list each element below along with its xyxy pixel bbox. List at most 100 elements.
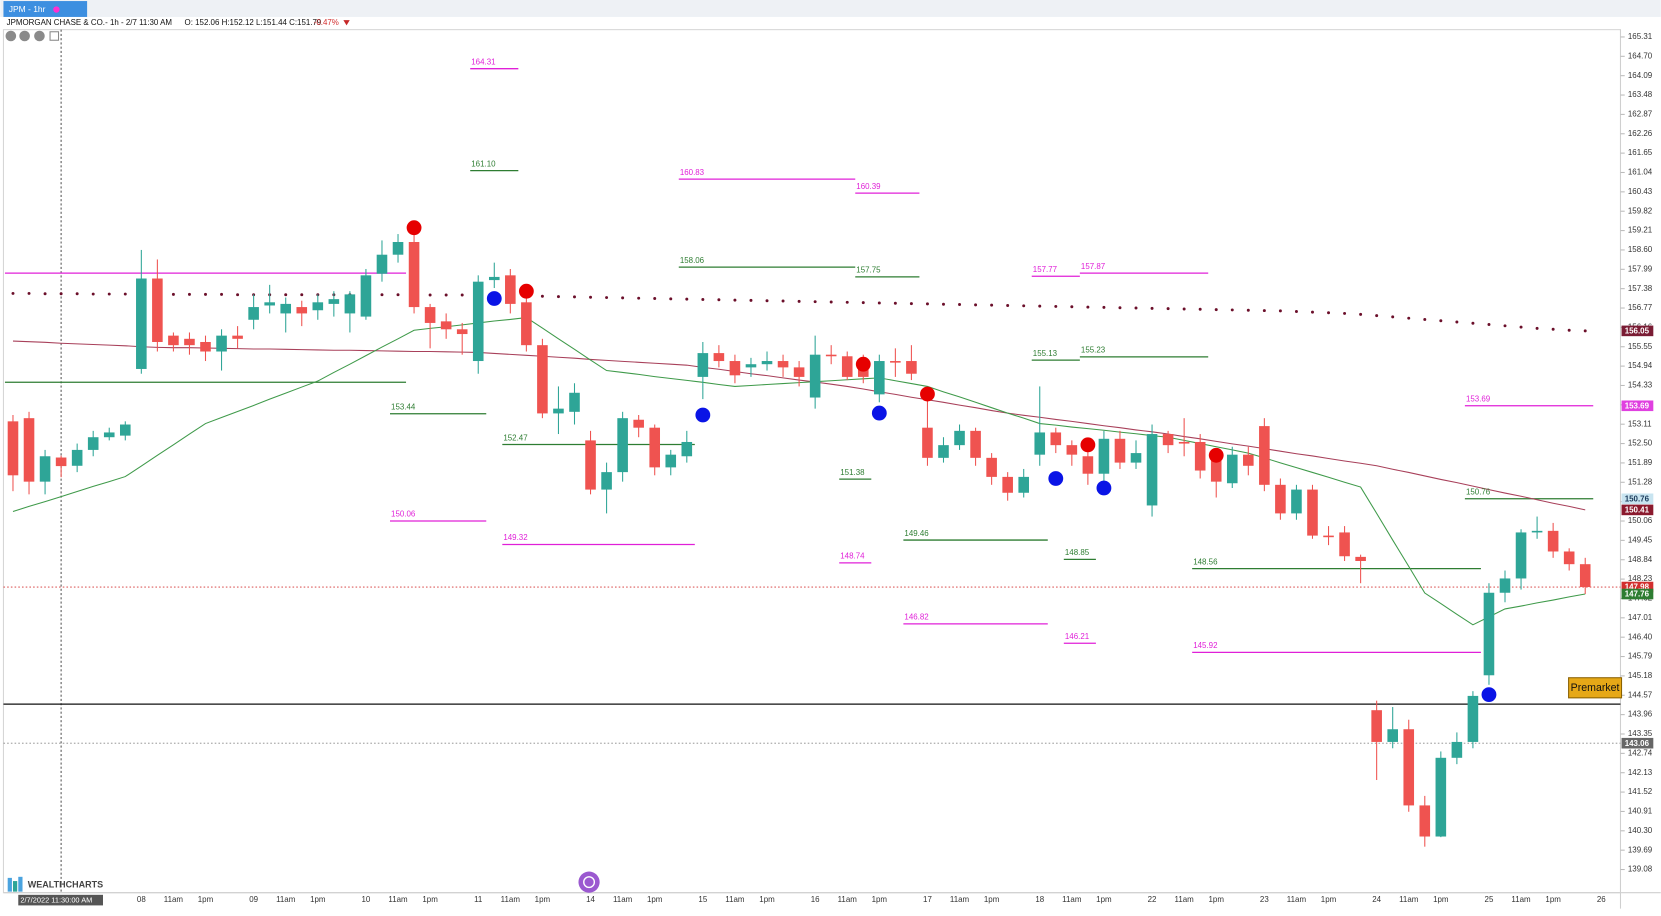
candle-body bbox=[248, 307, 259, 320]
ma-dot bbox=[1182, 307, 1186, 311]
candle-body bbox=[761, 361, 773, 365]
candle-body bbox=[505, 275, 516, 304]
tab[interactable] bbox=[3, 1, 88, 17]
candle-body bbox=[1034, 432, 1046, 455]
candle-body bbox=[986, 457, 997, 477]
x-tick-label: 22 bbox=[1148, 895, 1157, 904]
ma-dot bbox=[685, 297, 689, 301]
ma-dot bbox=[43, 292, 47, 296]
candle-body bbox=[729, 361, 741, 376]
candle-body bbox=[681, 441, 693, 457]
x-tick-label: 09 bbox=[249, 895, 258, 904]
ma-dot bbox=[813, 300, 817, 304]
ma-dot bbox=[1086, 305, 1090, 309]
level-label: 145.92 bbox=[1193, 641, 1218, 650]
top-layer: 165.31 164.70 164.09 163.48 162.87 162.26 161.… bbox=[18, 32, 1654, 906]
candle-body bbox=[1515, 532, 1527, 579]
y-tick-label: 149.45 bbox=[1628, 535, 1653, 544]
ma-dot bbox=[589, 295, 593, 299]
ma-dot bbox=[1246, 308, 1250, 312]
crosshair-box bbox=[18, 894, 103, 906]
tool-button[interactable] bbox=[19, 30, 30, 42]
axis-marker-label: 147.98 bbox=[1625, 583, 1650, 592]
ohlc-text: O: 152.06 H:152.12 L:151.44 C:151.79 bbox=[185, 18, 322, 27]
candle-body bbox=[633, 419, 644, 428]
ma-dot bbox=[669, 297, 673, 301]
level-label: 155.23 bbox=[1081, 346, 1106, 355]
candles-layer bbox=[7, 234, 1591, 847]
ma-dot bbox=[1503, 324, 1507, 328]
tool-button[interactable] bbox=[49, 31, 60, 41]
ma-dot bbox=[733, 298, 737, 302]
candle-body bbox=[745, 364, 757, 368]
x-tick-label: 16 bbox=[811, 895, 820, 904]
x-tick-label: 11am bbox=[1174, 895, 1194, 904]
y-tick-label: 154.94 bbox=[1628, 361, 1653, 370]
ma-dot bbox=[701, 297, 705, 301]
x-tick-label: 23 bbox=[1260, 895, 1269, 904]
candle-body bbox=[1387, 729, 1398, 742]
ma-dot bbox=[1070, 305, 1074, 309]
candle-body bbox=[1339, 532, 1350, 557]
ma-dot bbox=[1166, 307, 1170, 311]
candle-body bbox=[569, 392, 580, 412]
ma-dot bbox=[845, 300, 849, 304]
y-tick-label: 156.77 bbox=[1628, 303, 1653, 312]
y-tick-label: 159.21 bbox=[1628, 226, 1653, 235]
ma-dot bbox=[797, 299, 801, 303]
x-tick-label: 11am bbox=[613, 895, 633, 904]
tool-button[interactable] bbox=[34, 30, 45, 42]
candle-body bbox=[1419, 805, 1431, 837]
ma-dot bbox=[11, 291, 15, 295]
ma-dot bbox=[396, 293, 400, 297]
tool-button[interactable] bbox=[5, 30, 17, 42]
x-tick-label: 1pm bbox=[535, 895, 551, 904]
y-tick-label: 142.13 bbox=[1628, 768, 1653, 777]
ma-dot bbox=[605, 296, 609, 300]
x-tick-label: 11am bbox=[501, 895, 521, 904]
x-tick-label: 1pm bbox=[1096, 895, 1112, 904]
toolbar bbox=[5, 30, 60, 42]
y-tick-label: 143.35 bbox=[1628, 729, 1653, 738]
candle-body bbox=[1451, 741, 1463, 758]
candle-body bbox=[440, 321, 452, 330]
axis-marker-label: 153.69 bbox=[1625, 401, 1650, 410]
candle-body bbox=[1178, 441, 1190, 444]
candle-body bbox=[649, 427, 661, 468]
candle-body bbox=[1483, 592, 1495, 676]
ma-dot bbox=[990, 303, 994, 307]
ma-dot bbox=[925, 302, 929, 306]
ai-button[interactable] bbox=[578, 871, 600, 893]
ma-dot bbox=[1102, 305, 1106, 309]
y-tick-label: 151.89 bbox=[1628, 458, 1653, 467]
ma-dot bbox=[1583, 329, 1587, 333]
signal-dot bbox=[871, 405, 887, 421]
y-tick-label: 164.70 bbox=[1628, 51, 1653, 60]
logo-bar bbox=[18, 876, 23, 892]
y-tick-label: 160.43 bbox=[1628, 187, 1653, 196]
ma-dot bbox=[220, 292, 224, 296]
candle-body bbox=[1499, 578, 1511, 593]
ma-dot bbox=[204, 292, 207, 296]
y-tick-label: 151.28 bbox=[1628, 477, 1653, 486]
x-tick-label: 11am bbox=[1287, 895, 1307, 904]
level-label: 161.10 bbox=[471, 159, 496, 168]
y-tick-label: 159.82 bbox=[1628, 206, 1653, 215]
ma-dot bbox=[829, 300, 833, 304]
ma-dot bbox=[1054, 304, 1058, 308]
x-tick-label: 25 bbox=[1485, 895, 1494, 904]
ma-dot bbox=[877, 301, 881, 305]
y-tick-label: 161.04 bbox=[1628, 168, 1653, 177]
candle-body bbox=[1162, 434, 1174, 446]
level-label: 149.32 bbox=[503, 533, 528, 542]
level-label: 148.56 bbox=[1193, 557, 1218, 566]
candle-body bbox=[232, 335, 243, 339]
tab-bar bbox=[0, 0, 1661, 17]
x-tick-label: 11am bbox=[164, 895, 184, 904]
level-label: 157.77 bbox=[1033, 265, 1058, 274]
candle-body bbox=[922, 427, 933, 458]
ma-dot bbox=[1294, 310, 1298, 313]
level-label: 150.06 bbox=[391, 510, 416, 519]
lines-layer bbox=[3, 29, 1621, 893]
